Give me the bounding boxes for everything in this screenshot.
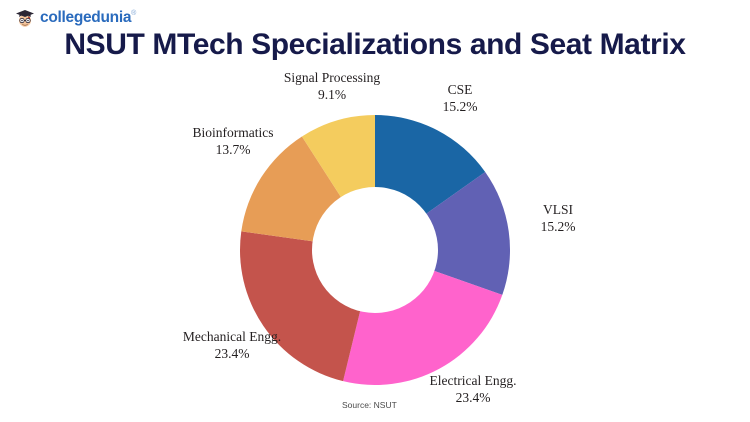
donut-chart-svg [240,115,510,385]
logo-wordmark-text: collegedunia [40,9,132,27]
chart-title: NSUT MTech Specializations and Seat Matr… [64,28,686,61]
slice-label-mechanical-engg-value: 23.4% [214,345,250,361]
slice-label-bioinformatics-name: Bioinformatics [192,125,274,140]
slice-label-bioinformatics: Bioinformatics 13.7% [158,125,308,159]
donut-hole [312,187,438,313]
slice-label-cse-name: CSE [447,82,473,97]
slice-label-vlsi: VLSI 15.2% [508,202,608,236]
slice-label-electrical-engg: Electrical Engg. 23.4% [398,373,548,407]
logo-wordmark: collegedunia® [40,10,136,26]
slice-label-signal-processing-name: Signal Processing [283,70,381,85]
slice-label-electrical-engg-name: Electrical Engg. [429,373,517,388]
graduate-mascot-icon [14,7,36,29]
slice-label-cse-value: 15.2% [442,98,478,114]
slice-label-bioinformatics-value: 13.7% [215,141,251,157]
slice-label-mechanical-engg: Mechanical Engg. 23.4% [152,329,312,363]
slice-label-signal-processing-value: 9.1% [317,86,347,102]
source-note: Source: NSUT [342,400,397,410]
slice-label-signal-processing: Signal Processing 9.1% [252,70,412,104]
collegedunia-logo[interactable]: collegedunia® [14,7,136,29]
logo-trademark: ® [131,10,137,18]
donut-slice[interactable] [375,172,510,295]
slice-label-electrical-engg-value: 23.4% [455,389,491,405]
slice-label-vlsi-name: VLSI [543,202,573,217]
slice-label-vlsi-value: 15.2% [540,218,576,234]
slice-label-cse: CSE 15.2% [400,82,520,116]
slice-label-mechanical-engg-name: Mechanical Engg. [182,329,282,344]
